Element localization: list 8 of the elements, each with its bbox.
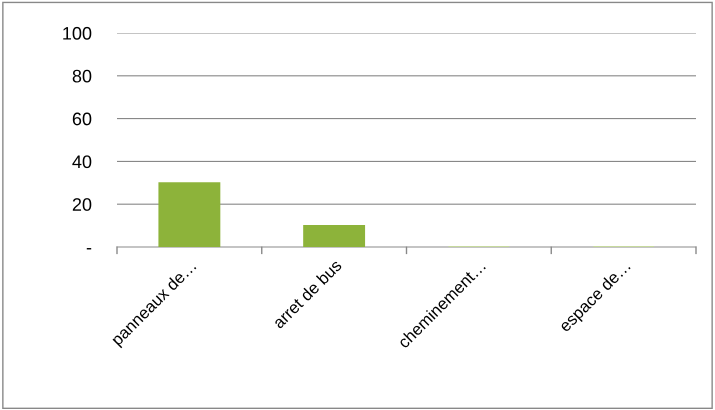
y-tick-label: 60: [72, 112, 92, 126]
y-tick-label: 80: [72, 70, 92, 83]
bar: [303, 225, 366, 247]
y-tick-label: 100: [63, 26, 92, 40]
y-tick-label: -: [86, 248, 92, 250]
y-tick-label: 40: [72, 155, 92, 168]
bar: [158, 182, 220, 247]
y-tick-label: 20: [72, 198, 92, 211]
